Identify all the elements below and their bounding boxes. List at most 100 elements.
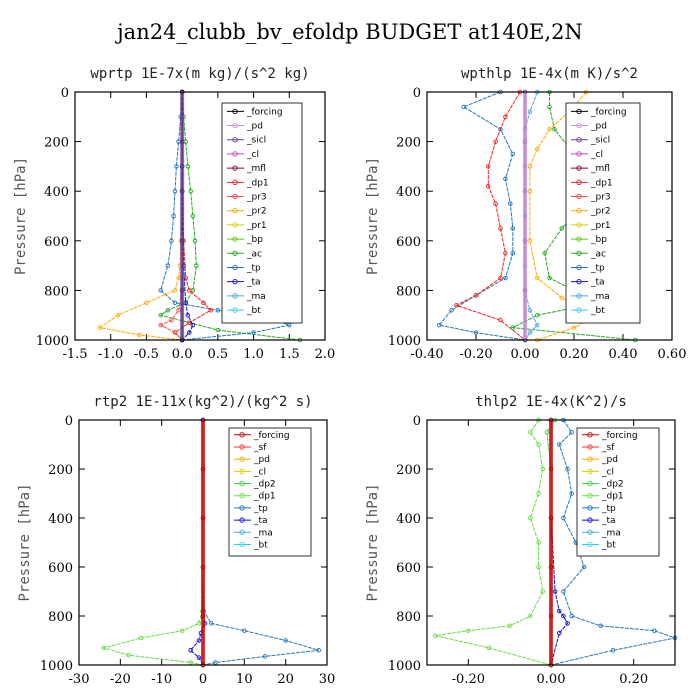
legend-marker <box>232 179 238 185</box>
data-point <box>559 295 565 301</box>
legend-entry: _ta <box>601 516 616 526</box>
y-tick-label: 600 <box>396 235 421 250</box>
data-point <box>115 312 121 318</box>
data-point <box>208 307 213 313</box>
data-point <box>527 238 533 244</box>
data-point <box>180 628 185 633</box>
y-axis-label: Pressure [hPa] <box>13 157 29 275</box>
data-point <box>561 515 566 521</box>
x-tick-label: 0.0 <box>172 347 193 362</box>
series-line-ta <box>550 420 569 666</box>
data-point <box>510 250 516 256</box>
data-point <box>454 303 459 308</box>
figure-title: jan24_clubb_bv_efoldp BUDGET at140E,2N <box>117 20 583 44</box>
data-point <box>652 628 657 633</box>
legend-marker <box>587 541 593 548</box>
plot-frame <box>74 91 326 341</box>
legend-marker <box>576 108 582 115</box>
data-point <box>242 628 247 633</box>
legend-marker <box>576 179 582 185</box>
legend-entry: _ma <box>253 528 273 538</box>
legend-entry: _pd <box>601 455 618 465</box>
x-tick-label: 1.5 <box>279 347 300 362</box>
x-tick-label: 10 <box>236 672 253 687</box>
data-point <box>536 564 541 570</box>
data-point <box>215 307 221 313</box>
data-point <box>544 430 550 435</box>
legend-entry: _ac <box>246 249 262 259</box>
legend-marker <box>587 517 593 523</box>
legend-entry: _ta <box>253 516 268 526</box>
panel-title: wpthlp 1E-4x(m K)/s^2 <box>461 66 638 82</box>
y-tick-label: 600 <box>396 561 421 576</box>
y-axis-label: Pressure [hPa] <box>365 483 381 601</box>
data-point <box>528 430 533 435</box>
data-point <box>165 263 171 268</box>
x-tick-label: 30 <box>319 672 336 687</box>
legend-entry: _dp2 <box>253 480 276 490</box>
y-tick-label: 200 <box>396 463 421 478</box>
legend-entry: _cl <box>601 467 614 477</box>
legend-entry: _bp <box>246 235 263 245</box>
legend-entry: _sf <box>253 443 267 453</box>
data-point <box>498 275 503 281</box>
data-point <box>557 608 562 614</box>
legend-entry: _sicl <box>590 136 610 146</box>
series-line-tp <box>550 419 677 666</box>
x-tick-label: -0.20 <box>452 672 485 687</box>
legend-marker <box>239 468 245 474</box>
y-tick-label: 200 <box>44 136 69 151</box>
legend-marker <box>587 529 593 535</box>
data-point <box>535 146 540 152</box>
legend-marker <box>587 505 593 511</box>
legend-entry: _ta <box>246 278 261 288</box>
plot-frame <box>426 91 673 341</box>
data-point <box>201 300 206 306</box>
legend-marker <box>239 456 245 462</box>
legend-entry: _dp1 <box>590 178 613 188</box>
legend-marker <box>587 468 593 474</box>
legend-entry: _mfl <box>246 164 266 174</box>
legend-entry: _sicl <box>246 136 266 146</box>
data-point <box>138 635 144 641</box>
y-tick-label: 200 <box>48 463 73 478</box>
data-point <box>251 330 256 335</box>
data-point <box>565 466 570 472</box>
data-point <box>144 300 149 306</box>
y-tick-label: 0 <box>61 86 69 101</box>
data-point <box>437 322 442 328</box>
legend-marker <box>232 307 238 313</box>
legend-marker <box>239 480 245 487</box>
data-point <box>461 104 467 110</box>
legend-entry: _pr2 <box>590 207 611 217</box>
data-point <box>569 430 574 435</box>
legend-entry: _cl <box>246 150 259 160</box>
y-tick-label: 1000 <box>388 334 421 349</box>
y-tick-label: 400 <box>44 185 69 200</box>
plot-frame <box>78 419 328 666</box>
chart-panel-3: rtp2 1E-11x(kg^2)/(kg^2 s) Pressure [hPa]… <box>17 394 335 687</box>
data-point <box>527 188 533 194</box>
legend-marker <box>576 250 582 256</box>
data-point <box>510 325 516 330</box>
series-line-tp <box>438 91 526 341</box>
legend-entry: _bt <box>253 540 268 550</box>
data-point <box>209 621 214 626</box>
legend-entry: _pr3 <box>246 193 267 203</box>
data-point <box>174 164 179 169</box>
data-point <box>213 660 218 665</box>
data-point <box>187 330 192 335</box>
data-point <box>503 275 508 281</box>
data-point <box>527 330 533 335</box>
legend-entry: _tp <box>601 504 616 514</box>
data-point <box>486 183 491 189</box>
legend-marker <box>576 279 582 285</box>
x-tick-label: -30 <box>69 672 90 687</box>
legend-entry: _dp1 <box>601 492 624 502</box>
data-point <box>528 613 533 619</box>
y-tick-label: 400 <box>396 185 421 200</box>
legend-entry: _cl <box>590 150 603 160</box>
legend-entry: _dp1 <box>253 492 276 502</box>
legend-entry: _dp1 <box>246 178 269 188</box>
data-point <box>196 621 202 626</box>
